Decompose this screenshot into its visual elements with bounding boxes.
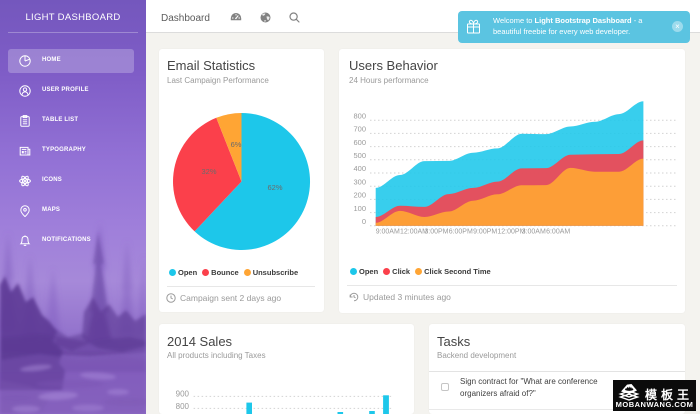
svg-text:800: 800 (353, 111, 366, 120)
svg-text:300: 300 (353, 177, 366, 186)
svg-text:6:00PM: 6:00PM (449, 229, 473, 236)
svg-text:62%: 62% (267, 183, 282, 192)
svg-text:500: 500 (353, 151, 366, 160)
svg-text:3:00PM: 3:00PM (424, 229, 448, 236)
svg-text:32%: 32% (201, 167, 216, 176)
svg-text:400: 400 (353, 164, 366, 173)
svg-text:200: 200 (353, 191, 366, 200)
svg-text:800: 800 (176, 402, 190, 411)
svg-text:100: 100 (353, 204, 366, 213)
svg-text:3:00AM: 3:00AM (522, 229, 546, 236)
svg-text:900: 900 (176, 390, 190, 399)
svg-text:600: 600 (353, 138, 366, 147)
svg-text:0: 0 (362, 217, 366, 226)
svg-text:6:00AM: 6:00AM (546, 229, 570, 236)
svg-text:700: 700 (353, 125, 366, 134)
svg-text:12:00PM: 12:00PM (497, 229, 525, 236)
svg-text:12:00AM: 12:00AM (400, 229, 428, 236)
svg-text:9:00PM: 9:00PM (473, 229, 497, 236)
svg-text:9:00AM: 9:00AM (376, 229, 400, 236)
svg-text:6%: 6% (231, 140, 242, 149)
